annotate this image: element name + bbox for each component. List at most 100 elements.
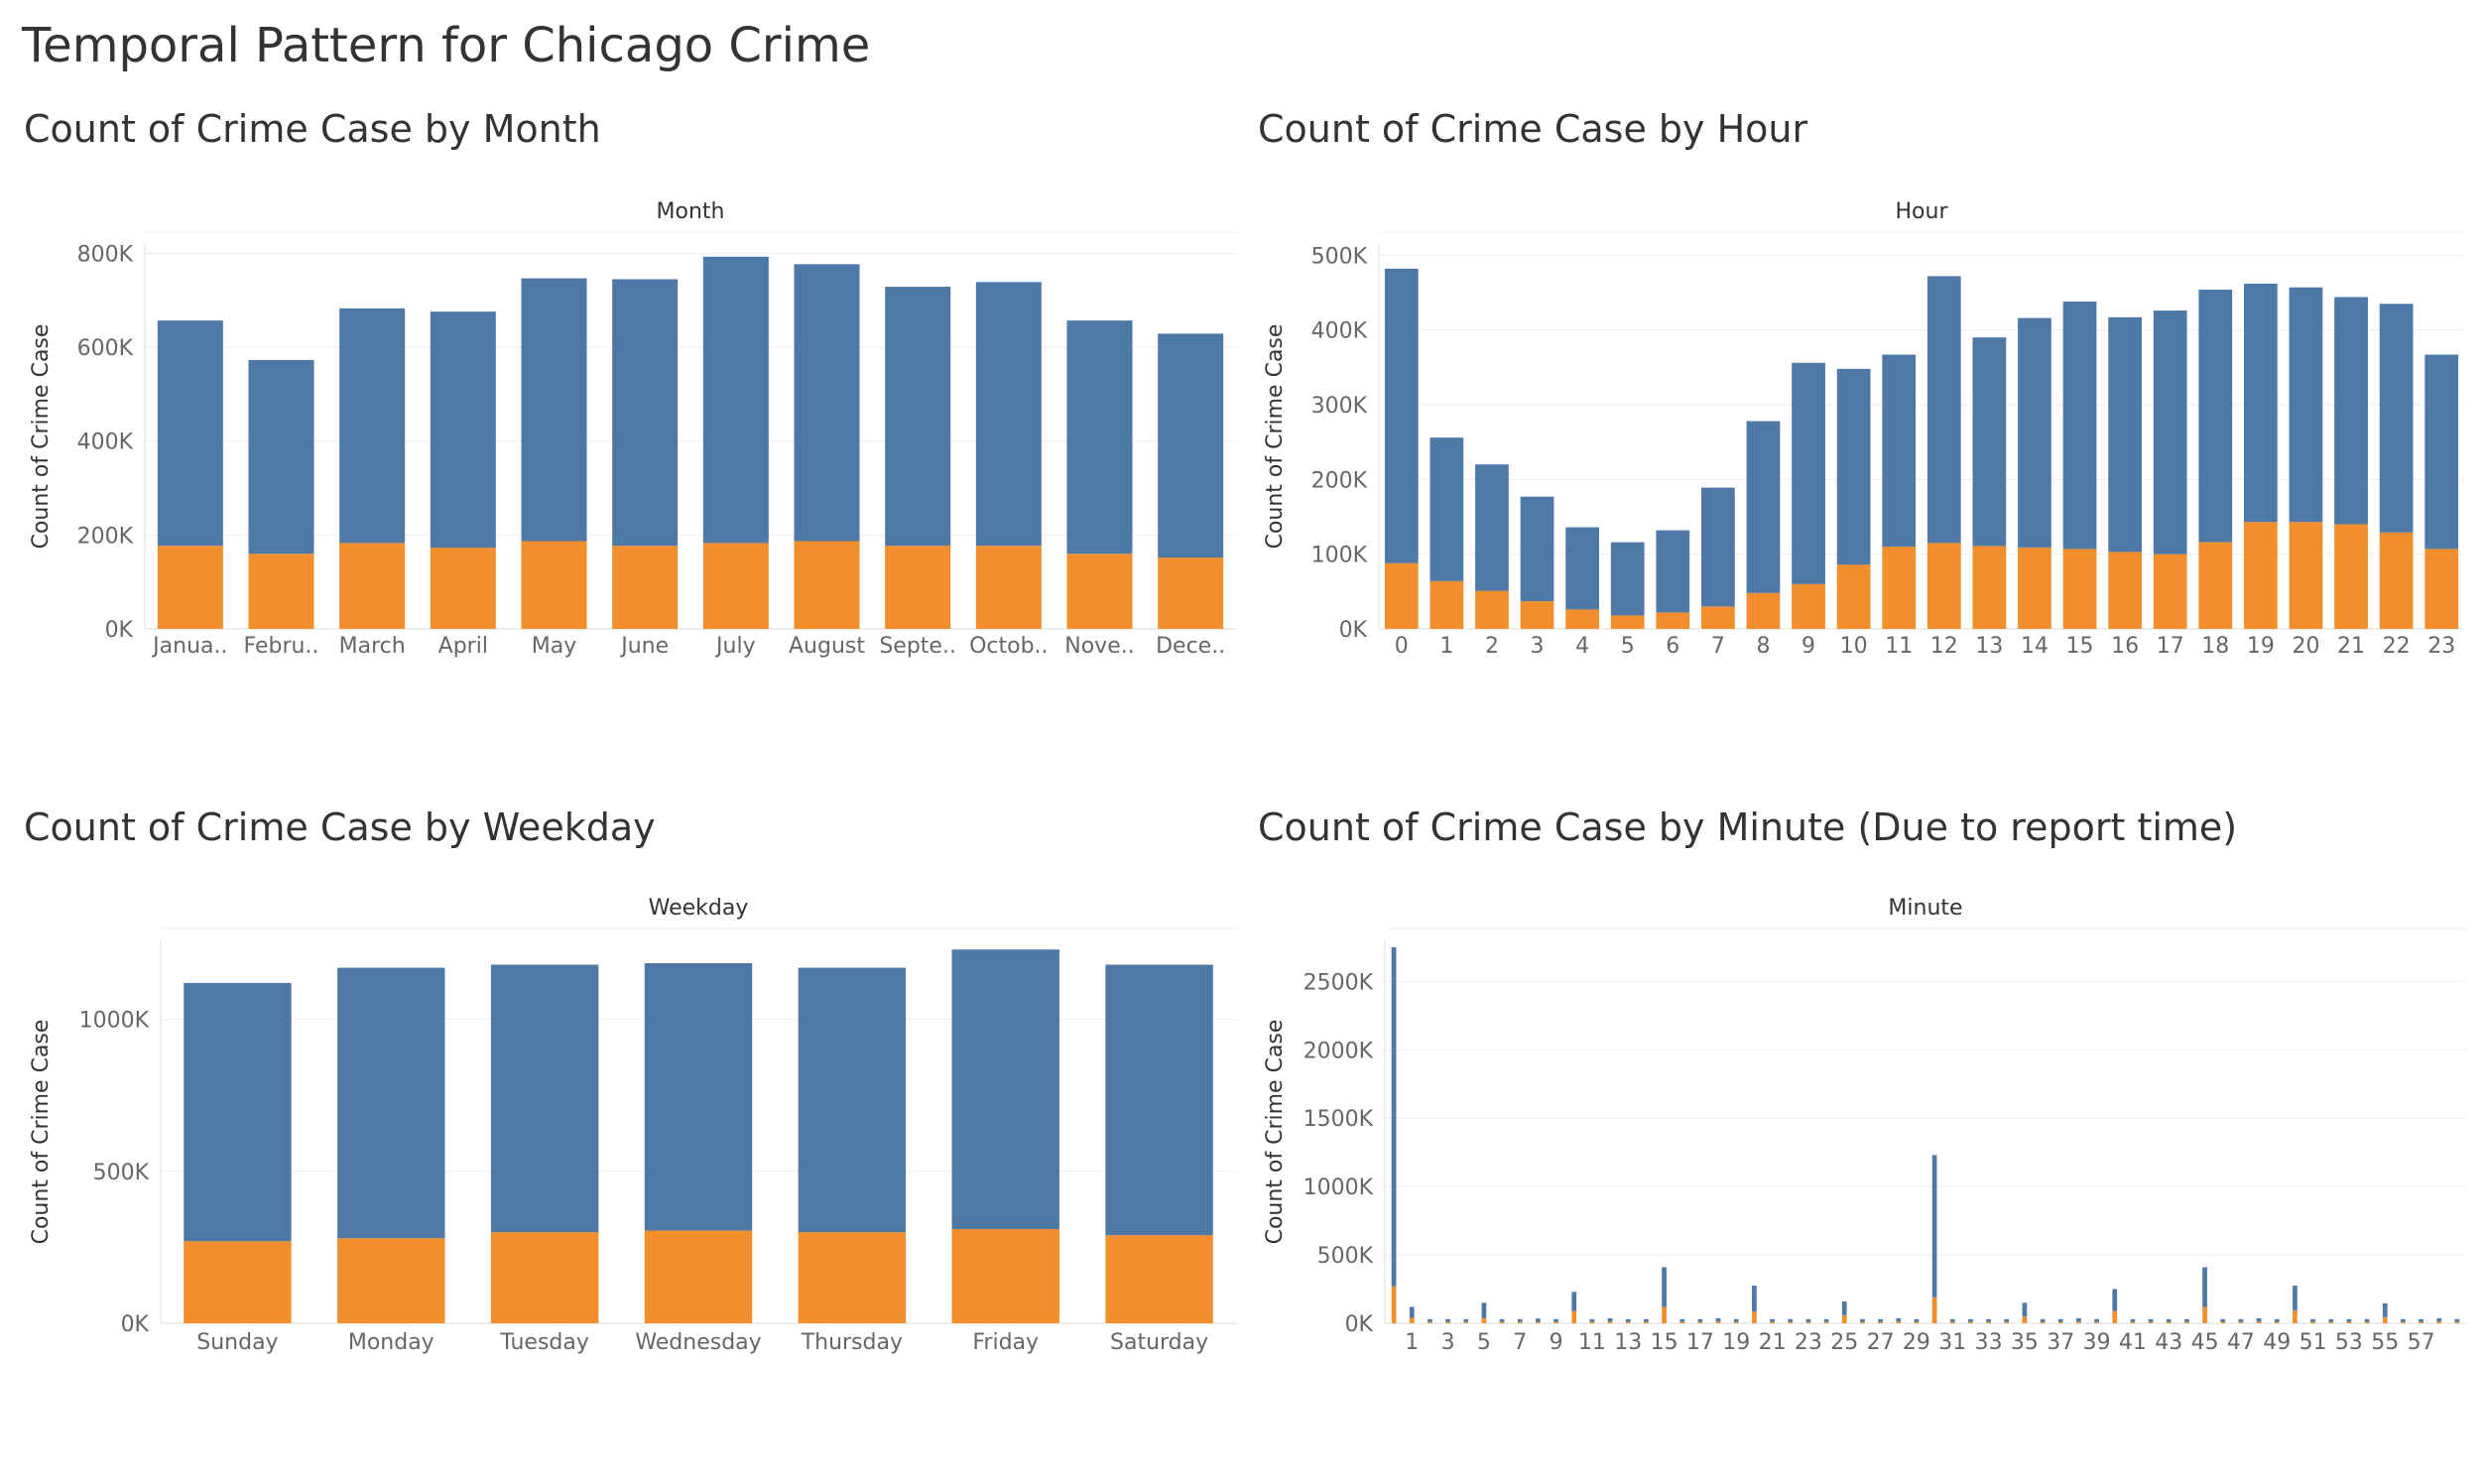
bar-subset-minute-12[interactable] (1607, 1321, 1613, 1323)
bar-subset-minute-18[interactable] (1715, 1321, 1721, 1323)
bar-subset-hour-18[interactable] (2198, 542, 2233, 629)
bar-subset-hour-7[interactable] (1701, 606, 1735, 629)
bar-subset-minute-30[interactable] (1931, 1297, 1937, 1323)
bar-total-hour-17[interactable] (2153, 310, 2187, 555)
bar-subset-minute-26[interactable] (1860, 1321, 1865, 1323)
bar-subset-minute-3[interactable] (1445, 1321, 1450, 1323)
bar-total-minute-32[interactable] (1968, 1318, 1973, 1322)
bar-total-hour-18[interactable] (2198, 289, 2233, 543)
bar-total-minute-21[interactable] (1770, 1318, 1775, 1322)
bar-subset-minute-57[interactable] (2419, 1321, 2423, 1323)
bar-subset-hour-1[interactable] (1429, 580, 1464, 629)
bar-subset-hour-12[interactable] (1926, 543, 1961, 629)
bar-total-hour-10[interactable] (1836, 368, 1871, 565)
bar-subset-minute-28[interactable] (1896, 1321, 1902, 1323)
bar-subset-weekday-Thursday[interactable] (798, 1232, 907, 1323)
bar-subset-minute-27[interactable] (1878, 1321, 1883, 1323)
bar-subset-minute-25[interactable] (1841, 1314, 1847, 1323)
bar-total-minute-40[interactable] (2112, 1289, 2118, 1311)
bar-total-minute-4[interactable] (1463, 1318, 1469, 1322)
bar-subset-minute-38[interactable] (2076, 1321, 2081, 1323)
bar-total-minute-41[interactable] (2130, 1318, 2136, 1322)
bar-total-weekday-Saturday[interactable] (1105, 964, 1213, 1236)
bar-total-minute-37[interactable] (2057, 1318, 2063, 1322)
bar-subset-hour-11[interactable] (1882, 547, 1917, 629)
bar-subset-hour-4[interactable] (1565, 609, 1599, 629)
bar-subset-minute-29[interactable] (1914, 1321, 1920, 1323)
bar-subset-minute-6[interactable] (1499, 1321, 1505, 1323)
bar-subset-hour-10[interactable] (1836, 564, 1871, 629)
bar-total-minute-35[interactable] (2022, 1302, 2028, 1317)
bar-subset-minute-14[interactable] (1644, 1321, 1649, 1323)
bar-total-hour-12[interactable] (1926, 276, 1961, 544)
bar-total-minute-16[interactable] (1679, 1318, 1685, 1322)
bar-total-minute-48[interactable] (2256, 1317, 2262, 1322)
bar-total-minute-0[interactable] (1391, 946, 1397, 1287)
bar-subset-hour-23[interactable] (2424, 549, 2459, 629)
bar-subset-minute-43[interactable] (2166, 1321, 2172, 1323)
bar-subset-month-October[interactable] (975, 546, 1042, 629)
bar-total-minute-15[interactable] (1662, 1267, 1667, 1307)
bar-subset-minute-0[interactable] (1391, 1286, 1397, 1323)
bar-total-minute-43[interactable] (2166, 1318, 2172, 1322)
bar-subset-minute-8[interactable] (1536, 1321, 1541, 1323)
bar-total-minute-8[interactable] (1536, 1318, 1541, 1322)
bar-total-month-November[interactable] (1066, 320, 1133, 555)
bar-total-hour-6[interactable] (1656, 530, 1690, 613)
bar-total-hour-14[interactable] (2018, 317, 2051, 548)
bar-total-minute-52[interactable] (2328, 1318, 2334, 1322)
bar-total-weekday-Tuesday[interactable] (490, 964, 599, 1233)
bar-subset-minute-56[interactable] (2401, 1321, 2406, 1323)
bar-subset-hour-0[interactable] (1384, 562, 1419, 629)
bar-total-weekday-Sunday[interactable] (184, 982, 292, 1242)
bar-subset-hour-15[interactable] (2062, 549, 2097, 629)
bar-total-minute-13[interactable] (1625, 1318, 1631, 1322)
bar-total-minute-27[interactable] (1878, 1318, 1883, 1322)
bar-total-minute-23[interactable] (1805, 1318, 1811, 1322)
bar-subset-minute-34[interactable] (2004, 1321, 2010, 1323)
bar-subset-minute-47[interactable] (2238, 1321, 2244, 1323)
bar-subset-weekday-Monday[interactable] (337, 1238, 445, 1323)
bar-total-minute-12[interactable] (1607, 1317, 1613, 1322)
bar-subset-weekday-Friday[interactable] (951, 1229, 1059, 1323)
bar-subset-minute-36[interactable] (2040, 1321, 2046, 1323)
bar-total-minute-20[interactable] (1752, 1286, 1757, 1312)
bar-subset-minute-45[interactable] (2202, 1306, 2207, 1323)
bar-total-minute-30[interactable] (1931, 1155, 1937, 1298)
bar-subset-hour-5[interactable] (1610, 615, 1645, 629)
bar-total-hour-22[interactable] (2379, 304, 2414, 533)
bar-total-minute-7[interactable] (1517, 1318, 1523, 1322)
bar-subset-hour-14[interactable] (2018, 547, 2051, 629)
bar-subset-minute-4[interactable] (1463, 1321, 1469, 1323)
bar-total-hour-20[interactable] (2289, 287, 2323, 523)
bar-subset-hour-2[interactable] (1475, 590, 1509, 629)
bar-subset-month-April[interactable] (430, 548, 496, 629)
bar-total-hour-4[interactable] (1565, 527, 1599, 610)
bar-total-minute-46[interactable] (2220, 1318, 2226, 1322)
bar-total-minute-53[interactable] (2346, 1318, 2352, 1322)
bar-total-minute-57[interactable] (2419, 1318, 2423, 1322)
bar-subset-weekday-Saturday[interactable] (1105, 1235, 1213, 1323)
bar-total-hour-11[interactable] (1882, 354, 1917, 548)
bar-subset-minute-41[interactable] (2130, 1321, 2136, 1323)
bar-subset-hour-19[interactable] (2244, 522, 2278, 629)
bar-subset-minute-7[interactable] (1517, 1321, 1523, 1323)
bar-subset-minute-40[interactable] (2112, 1310, 2118, 1323)
bar-subset-month-July[interactable] (702, 543, 769, 629)
bar-total-month-July[interactable] (702, 256, 769, 544)
bar-total-minute-2[interactable] (1428, 1318, 1432, 1322)
bar-total-minute-14[interactable] (1644, 1318, 1649, 1322)
bar-subset-month-June[interactable] (612, 546, 679, 629)
bar-total-month-January[interactable] (157, 320, 223, 547)
bar-subset-minute-13[interactable] (1625, 1321, 1631, 1323)
bar-total-minute-39[interactable] (2094, 1318, 2099, 1322)
bar-subset-minute-59[interactable] (2454, 1321, 2460, 1323)
bar-subset-minute-58[interactable] (2436, 1321, 2442, 1323)
bar-total-hour-8[interactable] (1746, 421, 1781, 593)
bar-total-minute-49[interactable] (2274, 1318, 2280, 1322)
bar-total-month-October[interactable] (975, 282, 1042, 547)
bar-total-minute-51[interactable] (2310, 1318, 2315, 1322)
bar-subset-hour-8[interactable] (1746, 592, 1781, 629)
bar-subset-month-November[interactable] (1066, 554, 1133, 629)
bar-subset-minute-24[interactable] (1823, 1321, 1829, 1323)
